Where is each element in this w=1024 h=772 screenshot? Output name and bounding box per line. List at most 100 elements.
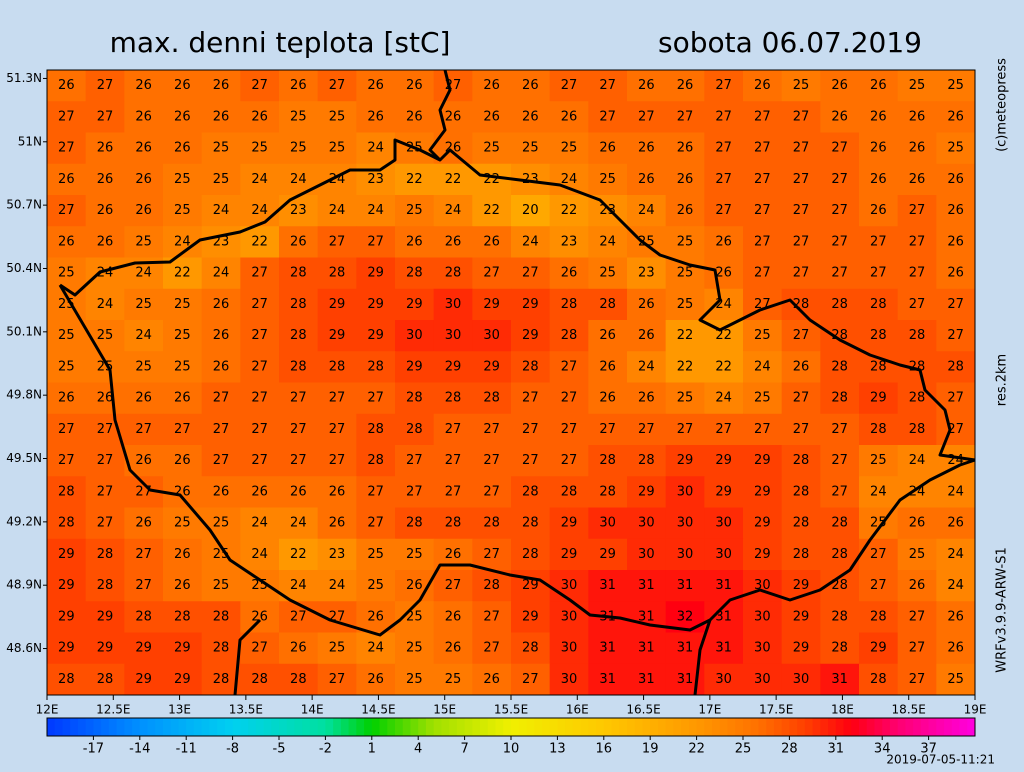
temperature-cell — [317, 538, 357, 571]
temperature-cell — [820, 476, 860, 508]
cell-value: 27 — [58, 141, 75, 156]
temperature-cell — [897, 320, 937, 352]
temperature-cell — [356, 413, 396, 446]
cell-value: 29 — [174, 641, 191, 656]
temperature-cell — [124, 632, 164, 665]
cell-value: 28 — [561, 328, 578, 343]
cell-value: 28 — [561, 484, 578, 499]
temperature-cell — [627, 570, 667, 602]
cell-value: 27 — [445, 453, 462, 468]
cell-value: 29 — [793, 641, 810, 656]
temperature-cell — [47, 663, 87, 696]
temperature-cell — [201, 413, 241, 446]
cell-value: 25 — [329, 641, 346, 656]
colorbar-swatch — [503, 718, 512, 736]
temperature-cell — [395, 413, 435, 446]
temperature-cell — [897, 445, 937, 477]
cell-value: 28 — [58, 672, 75, 687]
cell-value: 27 — [97, 78, 114, 93]
cell-value: 27 — [715, 422, 732, 437]
cell-value: 26 — [445, 547, 462, 562]
cell-value: 25 — [58, 359, 75, 374]
temperature-cell — [627, 163, 667, 196]
temperature-cell — [588, 163, 628, 196]
cell-value: 27 — [754, 422, 771, 437]
cell-value: 26 — [213, 359, 230, 374]
temperature-cell — [704, 663, 744, 696]
colorbar-tick-label: 1 — [368, 742, 376, 757]
temperature-cell — [820, 601, 860, 633]
temperature-cell — [549, 601, 589, 633]
cell-value: 25 — [947, 672, 964, 687]
cell-value: 27 — [251, 453, 268, 468]
colorbar-tick-label: 31 — [828, 742, 845, 757]
cell-value: 25 — [174, 203, 191, 218]
temperature-cell — [356, 132, 396, 165]
cell-value: 28 — [561, 297, 578, 312]
cell-value: 26 — [174, 78, 191, 93]
cell-value: 29 — [793, 578, 810, 593]
cell-value: 22 — [677, 359, 694, 374]
temperature-cell — [124, 570, 164, 602]
colorbar-swatch — [325, 718, 334, 736]
temperature-cell — [897, 226, 937, 258]
colorbar-swatch — [456, 718, 466, 736]
cell-value: 29 — [599, 547, 616, 562]
colorbar-swatch — [712, 718, 721, 736]
colorbar-swatch — [967, 718, 976, 736]
temperature-cell — [820, 632, 860, 665]
colorbar: -17 -14 -11 -8 -5 -2 1 4 7 10 13 16 19 22 25 28 31 34 37 — [46, 717, 976, 757]
cell-value: 29 — [561, 547, 578, 562]
cell-value: 29 — [445, 359, 462, 374]
cell-value: 27 — [329, 422, 346, 437]
cell-value: 27 — [329, 234, 346, 249]
cell-value: 27 — [367, 391, 384, 406]
temperature-cell — [936, 507, 976, 540]
temperature-cell — [627, 445, 667, 477]
cell-value: 30 — [483, 328, 500, 343]
cell-value: 23 — [367, 172, 384, 187]
temperature-cell — [356, 351, 396, 383]
temperature-cell — [279, 538, 319, 571]
y-tick-label: 50.1N — [6, 324, 42, 338]
cell-value: 25 — [406, 547, 423, 562]
cell-value: 31 — [599, 641, 616, 656]
temperature-cell — [433, 445, 473, 477]
cell-value: 27 — [522, 391, 539, 406]
temperature-cell — [549, 663, 589, 696]
colorbar-swatch — [147, 718, 156, 736]
temperature-cell — [588, 413, 628, 446]
cell-value: 27 — [290, 453, 307, 468]
cell-value: 27 — [290, 391, 307, 406]
temperature-cell — [201, 320, 241, 352]
colorbar-swatch — [62, 718, 71, 736]
temperature-cell — [781, 163, 821, 196]
temperature-cell — [936, 632, 976, 665]
temperature-cell — [859, 413, 899, 446]
cell-value: 28 — [213, 641, 230, 656]
temperature-cell — [511, 101, 551, 133]
cell-value: 26 — [599, 328, 616, 343]
cell-value: 28 — [947, 359, 964, 374]
colorbar-swatch — [928, 718, 937, 736]
temperature-cell — [781, 663, 821, 696]
cell-value: 25 — [870, 516, 887, 531]
cell-value: 27 — [213, 453, 230, 468]
temperature-cell — [665, 351, 705, 383]
colorbar-swatch — [70, 718, 79, 736]
temperature-cell — [665, 570, 705, 602]
cell-value: 27 — [329, 672, 346, 687]
cell-value: 25 — [174, 516, 191, 531]
cell-value: 27 — [831, 141, 848, 156]
cell-value: 24 — [251, 547, 268, 562]
temperature-cell — [317, 257, 357, 290]
cell-value: 24 — [290, 172, 307, 187]
colorbar-swatch — [588, 718, 597, 736]
cell-value: 24 — [561, 172, 578, 187]
cell-value: 28 — [290, 266, 307, 281]
temperature-cell — [240, 476, 280, 508]
temperature-cell — [240, 132, 280, 165]
cell-value: 26 — [561, 266, 578, 281]
colorbar-swatch — [735, 718, 744, 736]
cell-value: 22 — [406, 172, 423, 187]
